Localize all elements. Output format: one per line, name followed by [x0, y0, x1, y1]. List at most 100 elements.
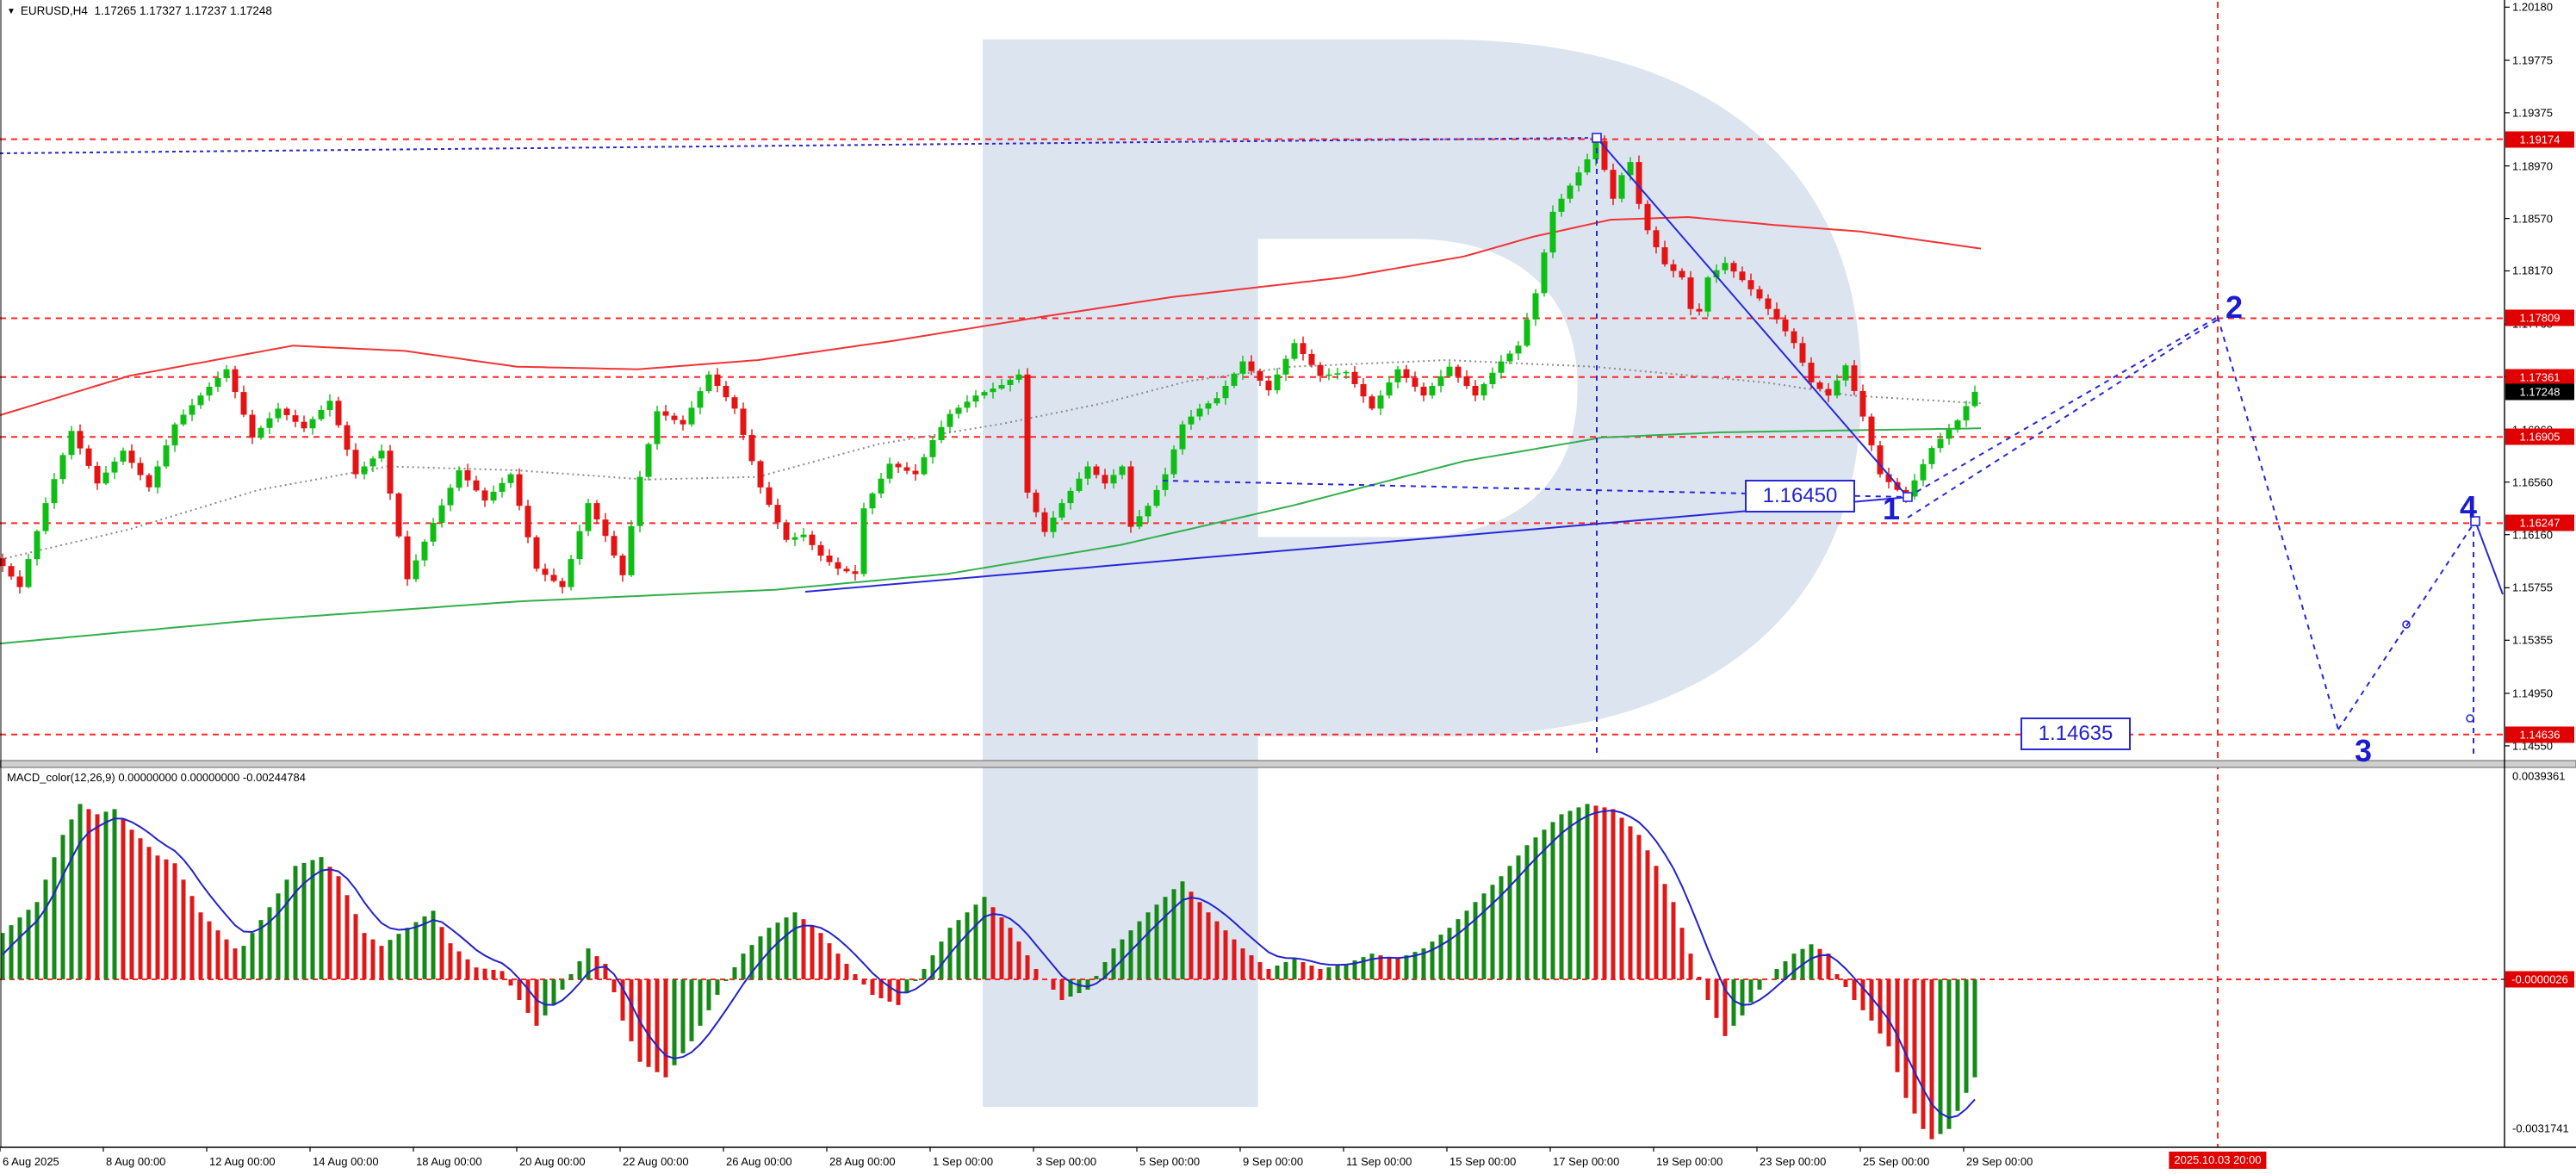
anchor-circle-marker[interactable] [2402, 620, 2411, 629]
candle-body [1058, 503, 1065, 518]
trendline[interactable] [1596, 137, 1909, 498]
candle-body [619, 556, 626, 575]
candle-body [688, 407, 695, 425]
candle-body [1704, 277, 1711, 312]
candle-body [1791, 331, 1797, 344]
price-tag-box[interactable]: 1.14635 [2020, 717, 2131, 750]
candle-body [654, 411, 661, 444]
candle-body [1480, 384, 1487, 396]
candle-body [16, 576, 23, 587]
candle-body [1713, 270, 1720, 278]
panel-splitter[interactable] [0, 760, 2576, 768]
anchor-square-marker[interactable] [2470, 516, 2480, 526]
price-tag-box[interactable]: 1.16450 [1745, 480, 1855, 512]
candle-body [1636, 162, 1642, 204]
candle-body [1808, 363, 1815, 382]
candle-body [1911, 480, 1918, 497]
candle-body [94, 466, 101, 484]
candle-body [421, 541, 428, 561]
candle-body [740, 408, 747, 435]
candle-body [1584, 159, 1591, 173]
candle-body [1369, 396, 1375, 409]
wave-label-3[interactable]: 3 [2354, 733, 2373, 768]
candle-body [705, 374, 712, 392]
date-axis-label: 26 Aug 00:00 [726, 1155, 792, 1168]
candle-body [25, 559, 32, 587]
candle-body [516, 474, 523, 506]
symbol-dropdown-icon[interactable]: ▼ [7, 7, 16, 16]
candle-body [1291, 343, 1298, 359]
candle-body [1343, 371, 1350, 374]
candle-body [1567, 185, 1574, 199]
candle-body [1153, 489, 1160, 506]
candle-body [757, 461, 764, 488]
candle-body [636, 476, 643, 526]
candle-body [1076, 478, 1083, 491]
candle-body [378, 450, 385, 459]
projection-dashed-line[interactable] [2337, 520, 2476, 730]
candle-body [1257, 370, 1263, 381]
candle-body [352, 450, 359, 475]
trendline[interactable] [2474, 520, 2504, 595]
candle-body [903, 467, 910, 471]
date-axis-label: 3 Sep 00:00 [1036, 1155, 1097, 1168]
candle-body [369, 458, 376, 467]
candle-body [662, 411, 669, 416]
wave-label-1[interactable]: 1 [1882, 491, 1901, 526]
candle-body [85, 448, 92, 466]
future-time-marker-box[interactable]: 2025.10.03 20:00 [2169, 1152, 2267, 1169]
candle-body [1455, 366, 1462, 376]
candle-body [1084, 466, 1091, 479]
candle-body [972, 395, 979, 402]
candle-body [258, 427, 264, 438]
upper-dotted-trendline[interactable] [0, 137, 1598, 154]
candle-body [335, 401, 342, 425]
macd-zero-box: -0.0000026 [2505, 971, 2574, 988]
wave-label-2[interactable]: 2 [2225, 289, 2244, 325]
candle-body [1558, 198, 1565, 212]
date-axis-label: 12 Aug 00:00 [209, 1155, 276, 1168]
candle-body [1498, 361, 1505, 373]
candle-body [955, 407, 962, 414]
price-level-box: 1.17361 [2505, 369, 2574, 386]
date-axis-label: 9 Sep 00:00 [1243, 1155, 1304, 1168]
candle-body [1610, 170, 1617, 199]
candle-body [1325, 374, 1332, 376]
candle-body [1119, 466, 1126, 475]
candle-body [214, 377, 221, 388]
candle-body [525, 506, 531, 537]
candle-body [981, 392, 988, 396]
projection-dashed-line[interactable] [1907, 319, 2219, 519]
wave-label-4[interactable]: 4 [2459, 489, 2478, 525]
ohlc-values: 1.17265 1.17327 1.17237 1.17248 [94, 4, 272, 17]
candle-body [499, 482, 506, 492]
candle-body [938, 426, 945, 440]
candle-body [1403, 369, 1410, 378]
projection-dashed-line[interactable] [1907, 316, 2219, 498]
candle-body [507, 474, 514, 483]
candle-body [1024, 374, 1031, 493]
candle-body [1274, 374, 1281, 391]
candle-body [128, 450, 135, 463]
trendline[interactable] [804, 496, 1911, 593]
candle-body [180, 414, 187, 425]
candle-body [395, 493, 402, 537]
candle-body [189, 405, 196, 415]
candle-body [568, 559, 574, 587]
candle-body [1877, 445, 1884, 475]
candle-body [1722, 263, 1729, 270]
anchor-circle-marker[interactable] [2466, 714, 2474, 723]
candle-body [817, 544, 824, 556]
candle-body [585, 503, 592, 531]
candle-body [1282, 358, 1289, 375]
candle-body [843, 568, 850, 572]
date-axis-label: 29 Sep 00:00 [1966, 1155, 2033, 1168]
candle-body [1265, 380, 1272, 391]
anchor-square-marker[interactable] [1592, 133, 1602, 143]
price-axis-label: 1.15355 [2512, 633, 2553, 647]
candle-body [1437, 376, 1444, 387]
anchor-square-marker[interactable] [1903, 492, 1913, 502]
price-axis-label: 1.19375 [2512, 106, 2553, 120]
